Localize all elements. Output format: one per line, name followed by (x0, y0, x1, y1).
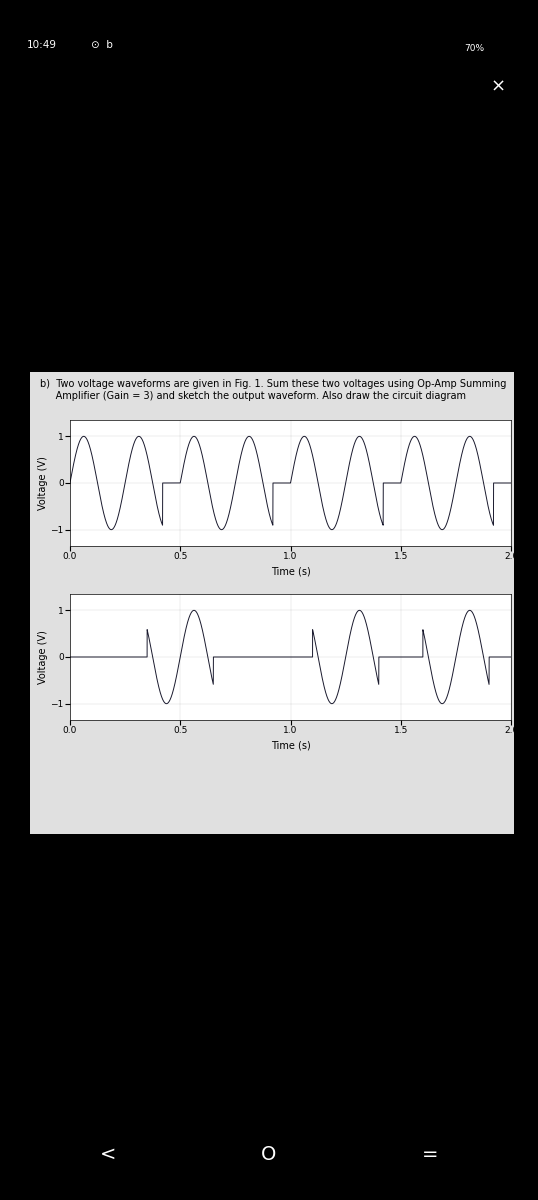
Text: b)  Two voltage waveforms are given in Fig. 1. Sum these two voltages using Op-A: b) Two voltage waveforms are given in Fi… (40, 379, 507, 401)
Text: =: = (422, 1145, 438, 1164)
Text: <: < (100, 1145, 116, 1164)
Text: ×: × (490, 78, 505, 96)
Text: 10:49: 10:49 (27, 40, 57, 49)
Y-axis label: Voltage (V): Voltage (V) (38, 630, 48, 684)
Text: O: O (261, 1145, 277, 1164)
X-axis label: Time (s): Time (s) (271, 740, 310, 751)
Text: 70%: 70% (464, 44, 484, 53)
X-axis label: Time (s): Time (s) (271, 566, 310, 577)
Text: ⊙  b: ⊙ b (91, 40, 114, 49)
Y-axis label: Voltage (V): Voltage (V) (38, 456, 48, 510)
